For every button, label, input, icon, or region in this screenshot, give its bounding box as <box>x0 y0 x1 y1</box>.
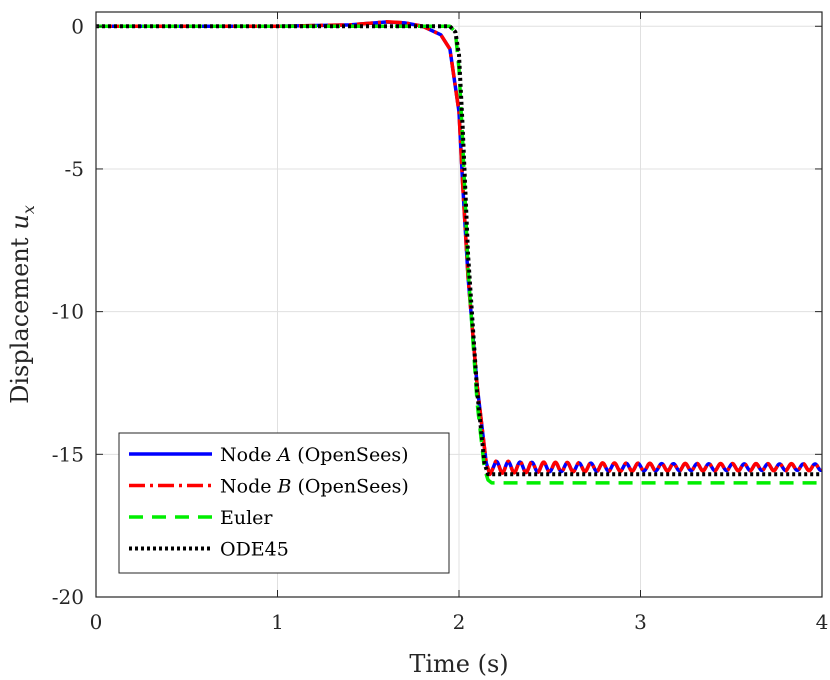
y-tick-label: -15 <box>52 442 84 466</box>
y-tick-label: 0 <box>71 14 84 38</box>
legend: Node A (OpenSees)Node B (OpenSees)EulerO… <box>118 432 450 574</box>
legend-label-prefix: ODE45 <box>220 539 289 561</box>
y-tick-label: -20 <box>52 585 84 609</box>
x-tick-label: 1 <box>271 610 284 634</box>
series-line-4 <box>96 24 822 477</box>
y-axis-label-subscript: x <box>19 205 38 214</box>
legend-label-prefix: Euler <box>220 507 273 529</box>
legend-label: Node A (OpenSees) <box>220 444 409 466</box>
y-axis-label: Displacement ux <box>6 205 38 404</box>
legend-label-suffix: (OpenSees) <box>291 444 408 466</box>
legend-label: ODE45 <box>220 539 289 561</box>
legend-label-prefix: Node <box>220 476 278 498</box>
legend-label-symbol: B <box>277 476 292 498</box>
legend-label-suffix: (OpenSees) <box>291 476 408 498</box>
x-tick-label: 2 <box>453 610 466 634</box>
legend-label-prefix: Node <box>220 444 278 466</box>
x-tick-label: 4 <box>816 610 829 634</box>
y-axis-label-text: Displacement <box>6 237 34 404</box>
series-line-2 <box>96 19 822 477</box>
x-tick-label: 0 <box>90 610 103 634</box>
legend-label: Euler <box>220 507 273 529</box>
y-axis-label-symbol: u <box>6 214 34 229</box>
y-tick-label: -5 <box>65 157 84 181</box>
series-layer <box>96 19 822 485</box>
tick-layer: 0 1 2 3 4 0 -5 -10 -15 -20 <box>52 12 829 634</box>
legend-label: Node B (OpenSees) <box>220 476 409 498</box>
legend-label-symbol: A <box>276 444 292 466</box>
x-tick-label: 3 <box>634 610 647 634</box>
x-axis-label: Time (s) <box>409 650 508 678</box>
y-tick-label: -10 <box>52 300 84 324</box>
series-line-3 <box>96 24 822 485</box>
